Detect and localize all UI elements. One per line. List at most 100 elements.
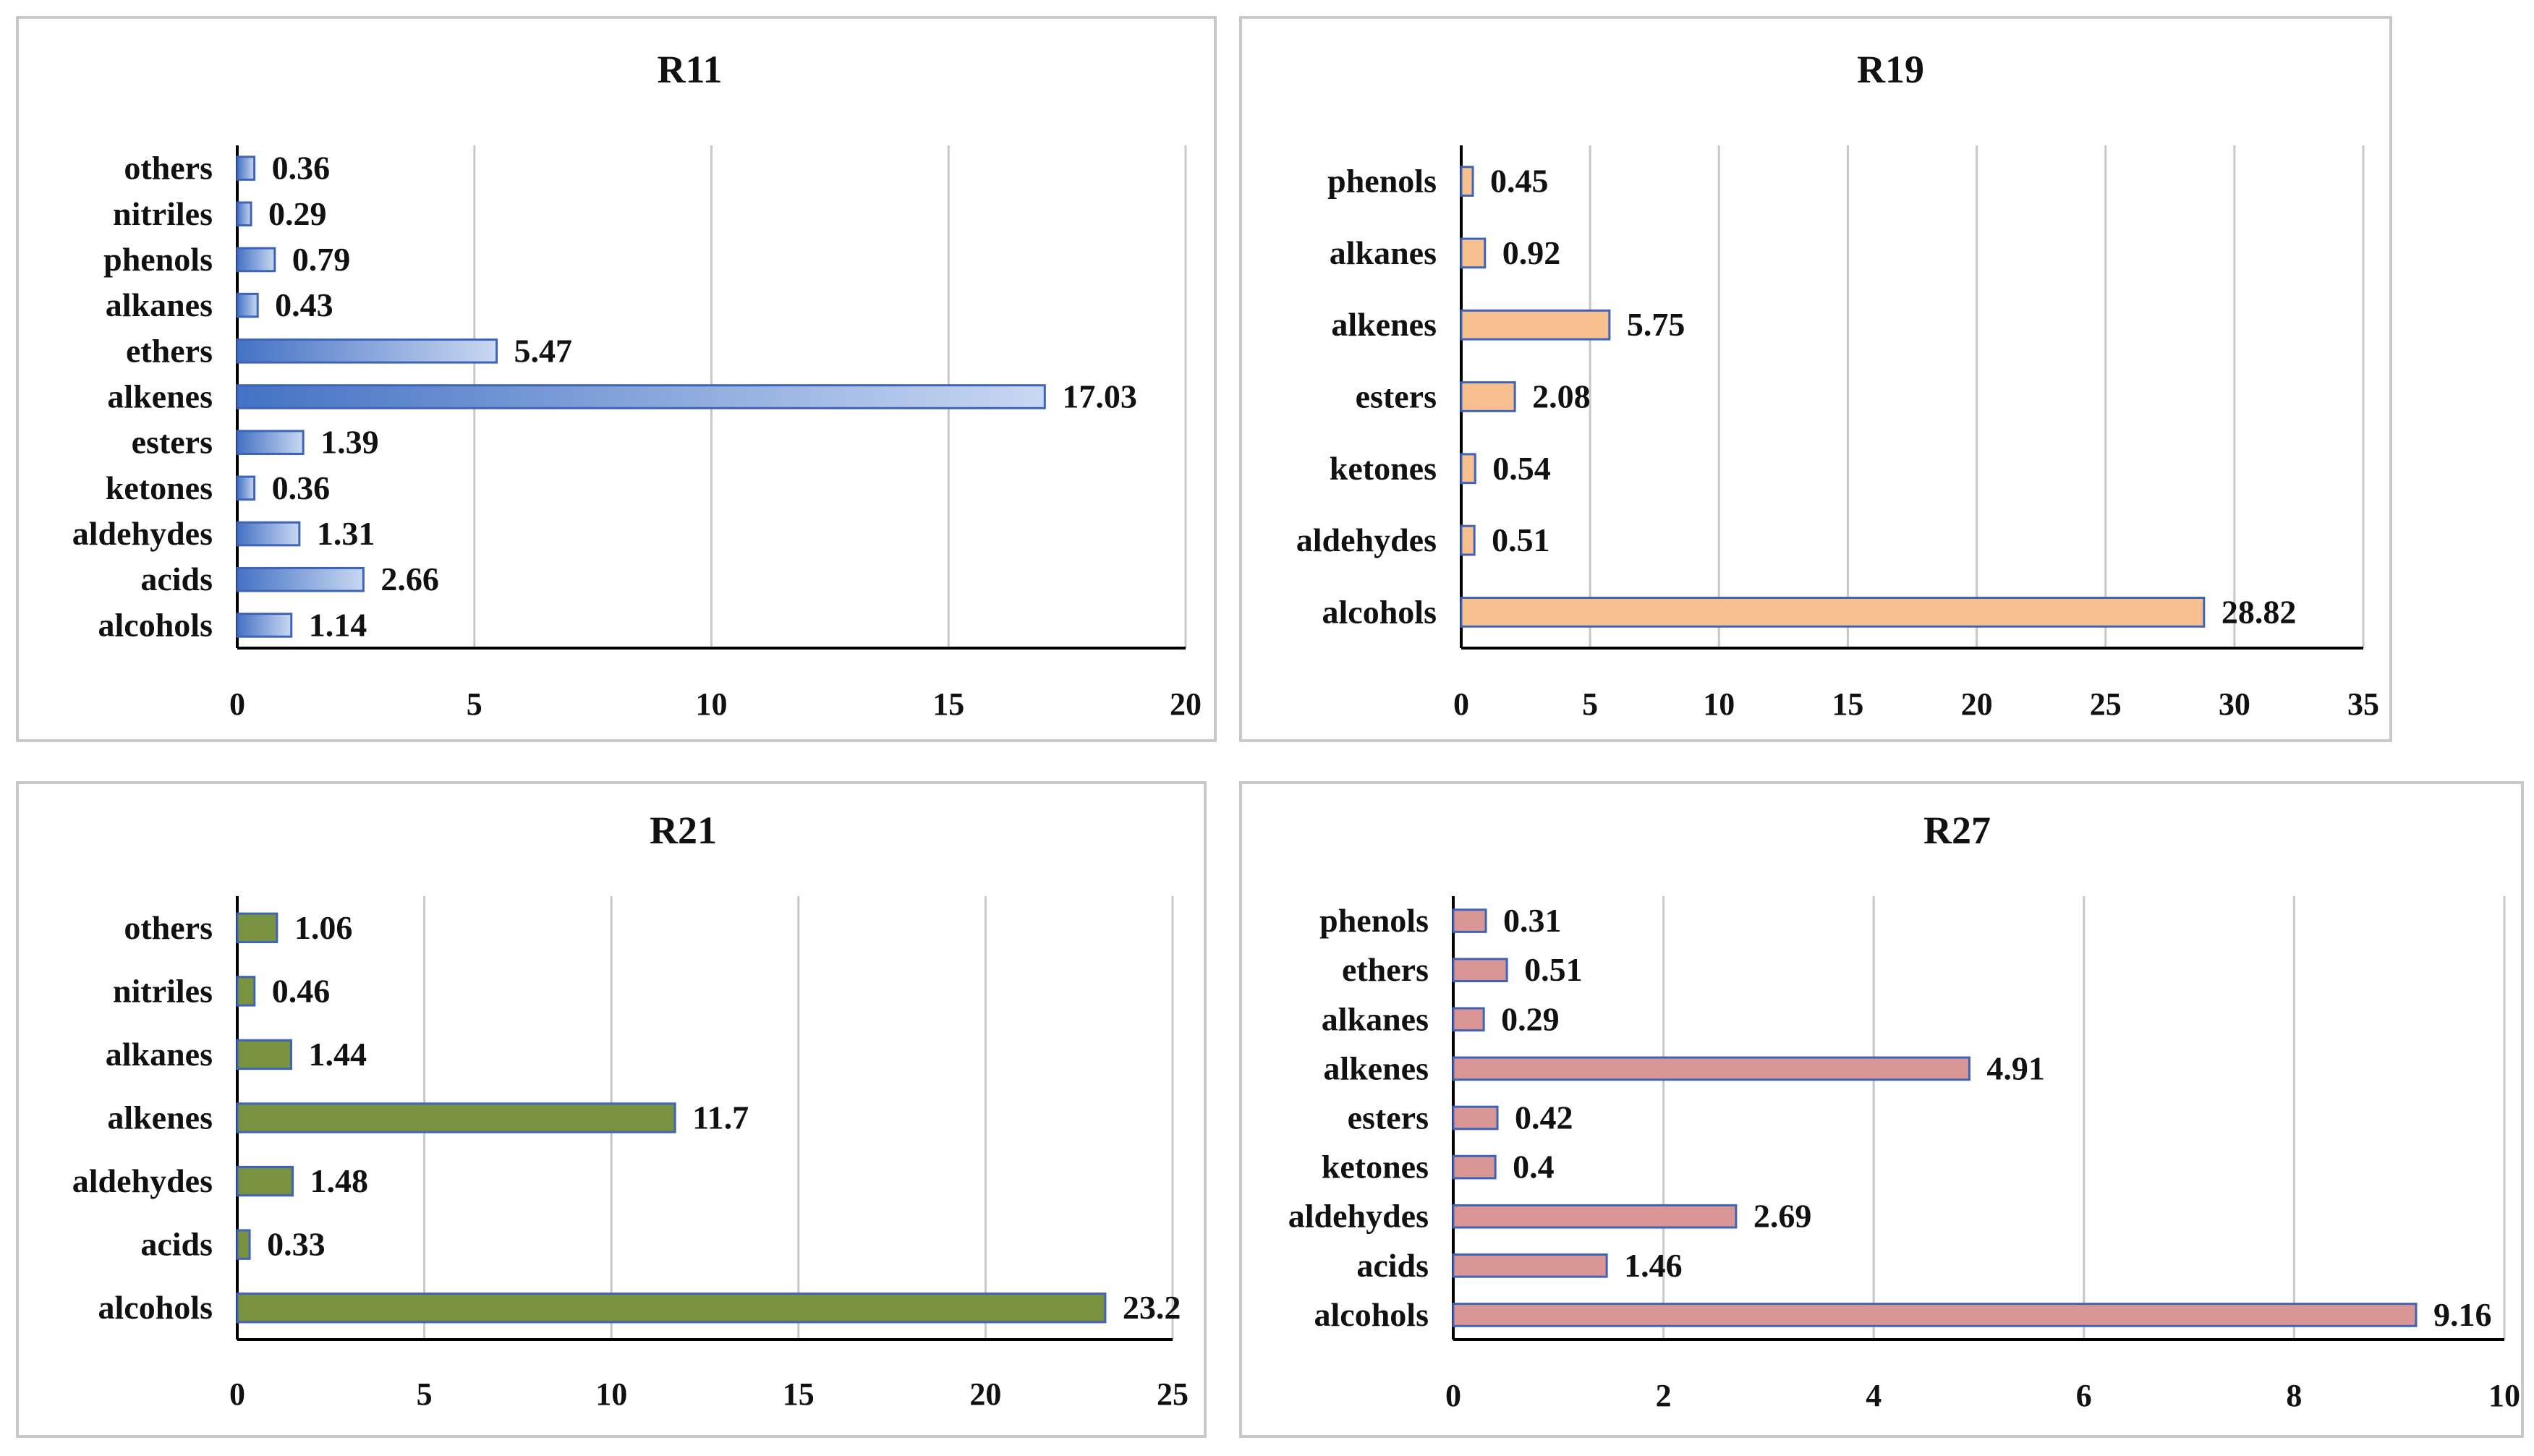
- x-tick-label: 15: [783, 1376, 815, 1412]
- x-tick-label: 8: [2286, 1378, 2302, 1413]
- category-label: aldehydes: [1296, 521, 1437, 558]
- x-tick-label: 30: [2219, 686, 2250, 722]
- category-label: ethers: [126, 332, 213, 369]
- bar-aldehydes: [1452, 1204, 1738, 1229]
- bar-aldehydes: [236, 1165, 294, 1197]
- bar-alcohols: [1460, 597, 2206, 628]
- category-label: alkenes: [1323, 1050, 1429, 1086]
- category-label: aldehydes: [72, 515, 213, 552]
- data-label: 0.45: [1490, 163, 1549, 200]
- bar-phenols: [1452, 908, 1487, 933]
- bar-acids: [236, 1229, 251, 1260]
- bar-esters: [1460, 381, 1516, 412]
- data-label: 4.91: [1986, 1050, 2045, 1086]
- chart-title: R11: [657, 48, 722, 91]
- data-label: 0.79: [292, 241, 351, 278]
- category-label: nitriles: [113, 972, 213, 1009]
- chart-panel-r21: R21 0 5 10 15 20 25 others 1.06 nitriles 0.46 alkan…: [16, 781, 1207, 1438]
- x-tick-label: 5: [417, 1376, 433, 1412]
- x-tick-label: 0: [1453, 686, 1469, 722]
- data-label: 0.46: [272, 972, 331, 1009]
- x-tick-label: 25: [2090, 686, 2122, 722]
- chart-panel-r27: R27 0 2 4 6 8 10 phenols 0.31 ethers 0.51 alkanes 0.…: [1239, 781, 2524, 1438]
- category-label: acids: [1356, 1247, 1429, 1284]
- category-label: alcohols: [98, 606, 213, 643]
- category-label: others: [124, 909, 213, 946]
- data-label: 0.36: [272, 469, 331, 506]
- data-label: 5.47: [514, 332, 573, 369]
- bar-ethers: [236, 339, 498, 364]
- data-label: 2.66: [380, 561, 439, 597]
- bar-alkanes: [1452, 1007, 1485, 1032]
- bar-ketones: [236, 475, 256, 501]
- data-label: 0.29: [268, 195, 327, 232]
- chart-title: R21: [650, 809, 717, 852]
- bar-aldehydes: [236, 521, 301, 547]
- bar-phenols: [1460, 166, 1474, 197]
- chart-r27: R27 0 2 4 6 8 10 phenols 0.31 ethers 0.51 alkanes 0.…: [1288, 809, 2520, 1413]
- chart-title: R19: [1857, 48, 1924, 91]
- bar-ethers: [1452, 958, 1508, 982]
- category-label: alcohols: [1314, 1296, 1429, 1333]
- category-label: alcohols: [1322, 593, 1437, 630]
- x-tick-label: 20: [1961, 686, 1993, 722]
- category-label: alkenes: [107, 378, 213, 415]
- data-label: 0.92: [1502, 234, 1561, 271]
- chart-title: R27: [1923, 809, 1991, 852]
- bar-alkenes: [236, 384, 1046, 409]
- bar-aldehydes: [1460, 524, 1476, 556]
- bar-alkanes: [236, 292, 259, 318]
- category-label: alkanes: [1322, 1000, 1429, 1037]
- bar-nitriles: [236, 201, 252, 227]
- bar-alcohols: [236, 613, 293, 638]
- x-tick-label: 20: [969, 1376, 1001, 1412]
- bar-alkenes: [1452, 1056, 1970, 1081]
- category-label: ketones: [106, 469, 213, 506]
- data-label: 1.44: [308, 1036, 367, 1073]
- chart-panel-r11: R11 0 5 10 15 20 others 0.36 nitriles 0.29 phenols…: [16, 16, 1217, 742]
- data-label: 1.31: [317, 515, 375, 552]
- category-label: alkanes: [1330, 234, 1437, 271]
- bar-esters: [1452, 1105, 1499, 1131]
- bar-alcohols: [1452, 1303, 2418, 1327]
- category-label: alcohols: [98, 1289, 213, 1326]
- x-tick-label: 20: [1170, 686, 1202, 722]
- chart-r21: R21 0 5 10 15 20 25 others 1.06 nitriles 0.46 alkan…: [72, 809, 1189, 1412]
- category-label: aldehydes: [1288, 1198, 1429, 1235]
- data-label: 2.69: [1753, 1198, 1812, 1235]
- category-label: nitriles: [113, 195, 213, 232]
- category-label: esters: [1356, 378, 1437, 415]
- data-label: 0.36: [272, 150, 331, 187]
- x-tick-label: 2: [1656, 1378, 1672, 1413]
- data-label: 0.51: [1524, 951, 1583, 988]
- category-label: alkenes: [1331, 306, 1437, 343]
- bar-alkanes: [236, 1039, 292, 1070]
- data-label: 23.2: [1123, 1289, 1181, 1326]
- category-label: esters: [132, 424, 213, 461]
- bar-ketones: [1452, 1154, 1497, 1180]
- category-label: alkenes: [107, 1099, 213, 1136]
- data-label: 0.43: [275, 286, 333, 323]
- category-label: alkanes: [106, 286, 213, 323]
- category-label: phenols: [103, 241, 213, 278]
- x-tick-label: 5: [467, 686, 482, 722]
- data-label: 9.16: [2433, 1296, 2492, 1333]
- x-tick-label: 10: [1703, 686, 1735, 722]
- bar-ketones: [1460, 453, 1476, 485]
- data-label: 28.82: [2221, 593, 2297, 630]
- data-label: 0.29: [1501, 1000, 1560, 1037]
- x-tick-label: 15: [1832, 686, 1863, 722]
- data-label: 11.7: [692, 1099, 749, 1136]
- bar-alkanes: [1460, 237, 1487, 269]
- category-label: ketones: [1330, 450, 1437, 487]
- data-label: 0.54: [1492, 450, 1551, 487]
- x-tick-label: 0: [229, 686, 245, 722]
- bar-alcohols: [236, 1293, 1107, 1324]
- bar-alkenes: [236, 1102, 676, 1133]
- data-label: 1.06: [294, 909, 353, 946]
- category-label: aldehydes: [72, 1162, 213, 1199]
- bar-acids: [1452, 1253, 1608, 1278]
- category-label: phenols: [1327, 163, 1437, 200]
- data-label: 0.51: [1492, 521, 1550, 558]
- x-tick-label: 5: [1582, 686, 1598, 722]
